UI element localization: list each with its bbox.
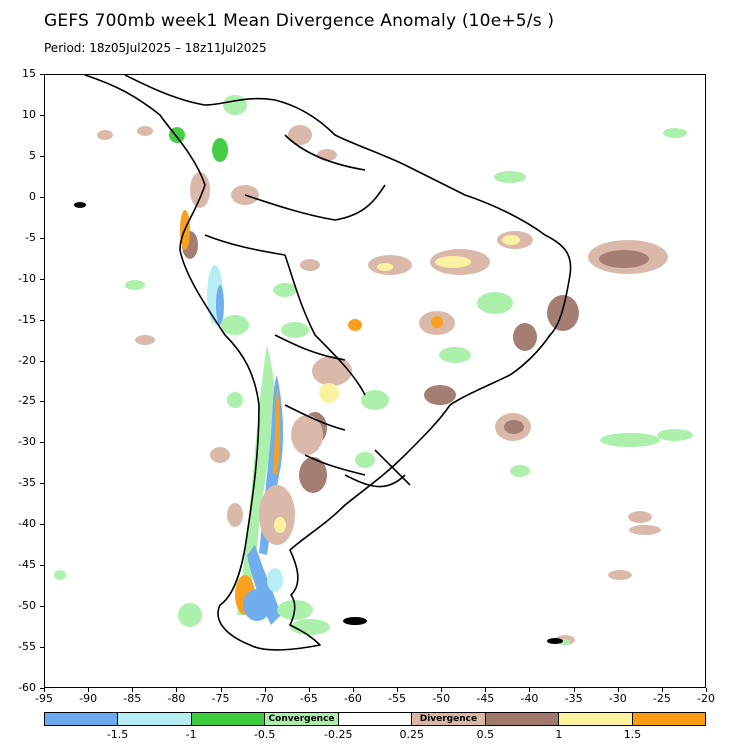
y-tick-mark: [40, 237, 44, 239]
y-tick-mark: [40, 524, 44, 526]
y-tick-mark: [40, 647, 44, 649]
y-tick-mark: [40, 319, 44, 321]
x-tick-mark: [220, 688, 222, 692]
y-tick-label: -55: [18, 640, 36, 654]
x-tick-mark: [352, 688, 354, 692]
x-tick-label: -55: [388, 692, 407, 705]
y-tick-mark: [40, 401, 44, 403]
x-tick-label: -20: [697, 692, 715, 705]
x-tick-mark: [176, 688, 178, 692]
y-tick-label: -30: [18, 435, 36, 449]
x-tick-label: -35: [564, 692, 583, 705]
x-tick-mark: [529, 688, 531, 692]
y-tick-mark: [40, 114, 44, 116]
x-tick-mark: [485, 688, 487, 692]
y-tick-label: 5: [29, 148, 36, 162]
y-tick-label: 15: [22, 67, 36, 80]
x-tick-mark: [573, 688, 575, 692]
y-tick-mark: [40, 606, 44, 608]
y-tick-label: -25: [18, 394, 36, 408]
x-tick-mark: [308, 688, 310, 692]
y-tick-label: -50: [18, 599, 36, 613]
y-tick-label: -20: [18, 353, 36, 367]
legend-break-label: 0.5: [476, 728, 495, 741]
color-legend: Convergence Divergence: [44, 712, 706, 726]
x-tick-label: -95: [35, 692, 53, 705]
legend-break-label: 1: [555, 728, 563, 741]
coastlines: [84, 75, 572, 651]
legend-swatch: [485, 713, 560, 725]
y-tick-label: -40: [18, 517, 36, 531]
y-tick-label: -5: [25, 230, 36, 244]
legend-break-label: -0.25: [323, 728, 353, 741]
divergence-map: [54, 75, 693, 651]
x-tick-label: -70: [255, 692, 274, 705]
legend-break-label: 1.5: [623, 728, 642, 741]
y-tick-label: 10: [22, 107, 36, 121]
y-tick-mark: [40, 442, 44, 444]
y-tick-mark: [40, 565, 44, 567]
map-title: GEFS 700mb week1 Mean Divergence Anomaly…: [44, 11, 555, 31]
legend-swatch: [632, 713, 705, 725]
x-tick-mark: [397, 688, 399, 692]
y-tick-mark: [40, 278, 44, 280]
x-tick-label: -60: [343, 692, 362, 705]
y-tick-label: -35: [18, 476, 36, 490]
legend-swatch: [338, 713, 413, 725]
x-tick-label: -85: [123, 692, 142, 705]
legend-category-label: Divergence: [419, 714, 478, 724]
x-tick-label: -25: [652, 692, 671, 705]
y-tick-mark: [40, 688, 44, 689]
x-tick-mark: [44, 688, 45, 692]
legend-swatch: Divergence: [412, 713, 486, 725]
x-tick-label: -80: [167, 692, 186, 705]
period-label: Period: 18z05Jul2025 – 18z11Jul2025: [44, 41, 267, 55]
legend-category-label: Convergence: [268, 714, 335, 724]
legend-swatch: [559, 713, 633, 725]
legend-break-label: -1: [185, 728, 197, 741]
x-tick-mark: [617, 688, 619, 692]
x-tick-label: -75: [211, 692, 230, 705]
y-tick-label: -60: [18, 681, 36, 694]
x-tick-label: -65: [299, 692, 318, 705]
legend-swatch: [118, 713, 192, 725]
x-tick-mark: [132, 688, 134, 692]
y-tick-mark: [40, 483, 44, 485]
y-tick-label: -10: [18, 271, 36, 285]
y-tick-mark: [40, 196, 44, 198]
y-tick-mark: [40, 74, 44, 75]
y-tick-label: -15: [18, 312, 36, 326]
legend-swatch: [45, 713, 119, 725]
x-tick-mark: [264, 688, 266, 692]
x-tick-mark: [441, 688, 443, 692]
x-tick-mark: [661, 688, 663, 692]
map-plot: [44, 74, 706, 688]
y-tick-mark: [40, 360, 44, 362]
x-tick-mark: [706, 688, 707, 692]
islands: [74, 202, 563, 644]
y-tick-mark: [40, 155, 44, 157]
legend-swatch: [191, 713, 266, 725]
x-tick-label: -90: [79, 692, 98, 705]
x-tick-mark: [88, 688, 90, 692]
y-tick-label: -45: [18, 558, 36, 572]
legend-break-label: 0.25: [399, 728, 425, 741]
legend-swatch: Convergence: [265, 713, 339, 725]
x-tick-label: -40: [520, 692, 539, 705]
y-tick-label: 0: [29, 189, 36, 203]
legend-break-label: -0.5: [253, 728, 276, 741]
x-tick-label: -50: [432, 692, 451, 705]
legend-break-label: -1.5: [106, 728, 129, 741]
anomaly-field: [54, 95, 693, 645]
x-tick-label: -45: [476, 692, 495, 705]
x-tick-label: -30: [608, 692, 627, 705]
